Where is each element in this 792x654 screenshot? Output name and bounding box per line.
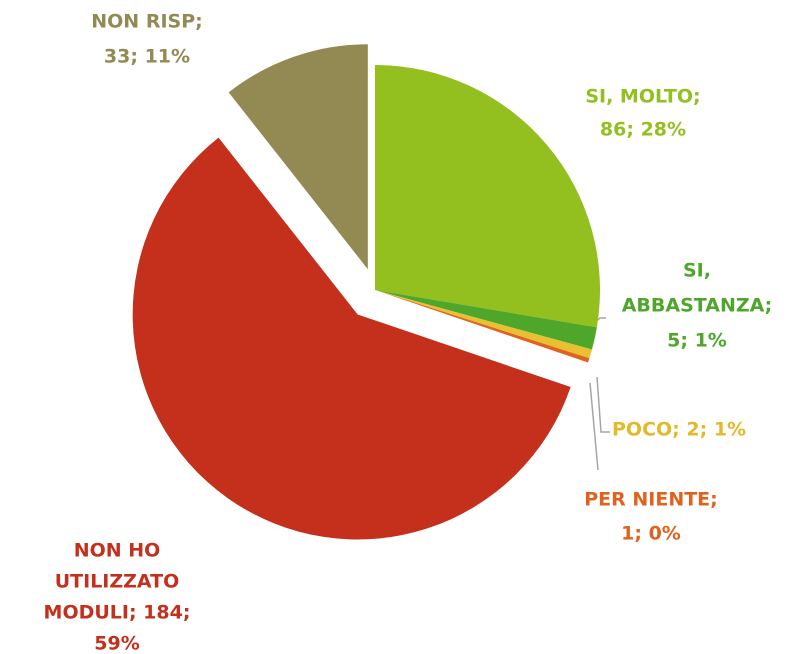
data-label: MODULI; 184; — [44, 602, 191, 624]
data-label: ABBASTANZA; — [622, 295, 773, 317]
pie-slice — [375, 290, 592, 359]
pie-slice — [375, 290, 590, 363]
data-label: 5; 1% — [667, 330, 727, 352]
pie-slice — [375, 65, 601, 328]
data-label: POCO; 2; 1% — [612, 419, 746, 441]
data-label: PER NIENTE; — [584, 489, 718, 511]
data-label: 86; 28% — [600, 119, 686, 141]
data-label: 33; 11% — [104, 46, 190, 68]
data-label: NON RISP; — [91, 11, 202, 33]
data-label: UTILIZZATO — [55, 571, 180, 593]
data-label: NON HO — [74, 540, 161, 562]
pie-slice — [132, 137, 571, 540]
data-label: SI, MOLTO; — [585, 86, 700, 108]
leader-line — [596, 376, 610, 433]
data-label: 1; 0% — [621, 523, 681, 545]
leader-line — [589, 382, 599, 471]
data-label: 59% — [94, 633, 139, 654]
pie-slice — [375, 290, 597, 350]
pie-slice — [228, 44, 368, 270]
data-label: SI, — [683, 260, 711, 282]
